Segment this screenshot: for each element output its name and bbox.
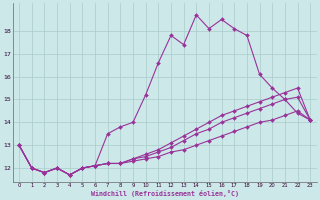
X-axis label: Windchill (Refroidissement éolien,°C): Windchill (Refroidissement éolien,°C) bbox=[91, 190, 239, 197]
